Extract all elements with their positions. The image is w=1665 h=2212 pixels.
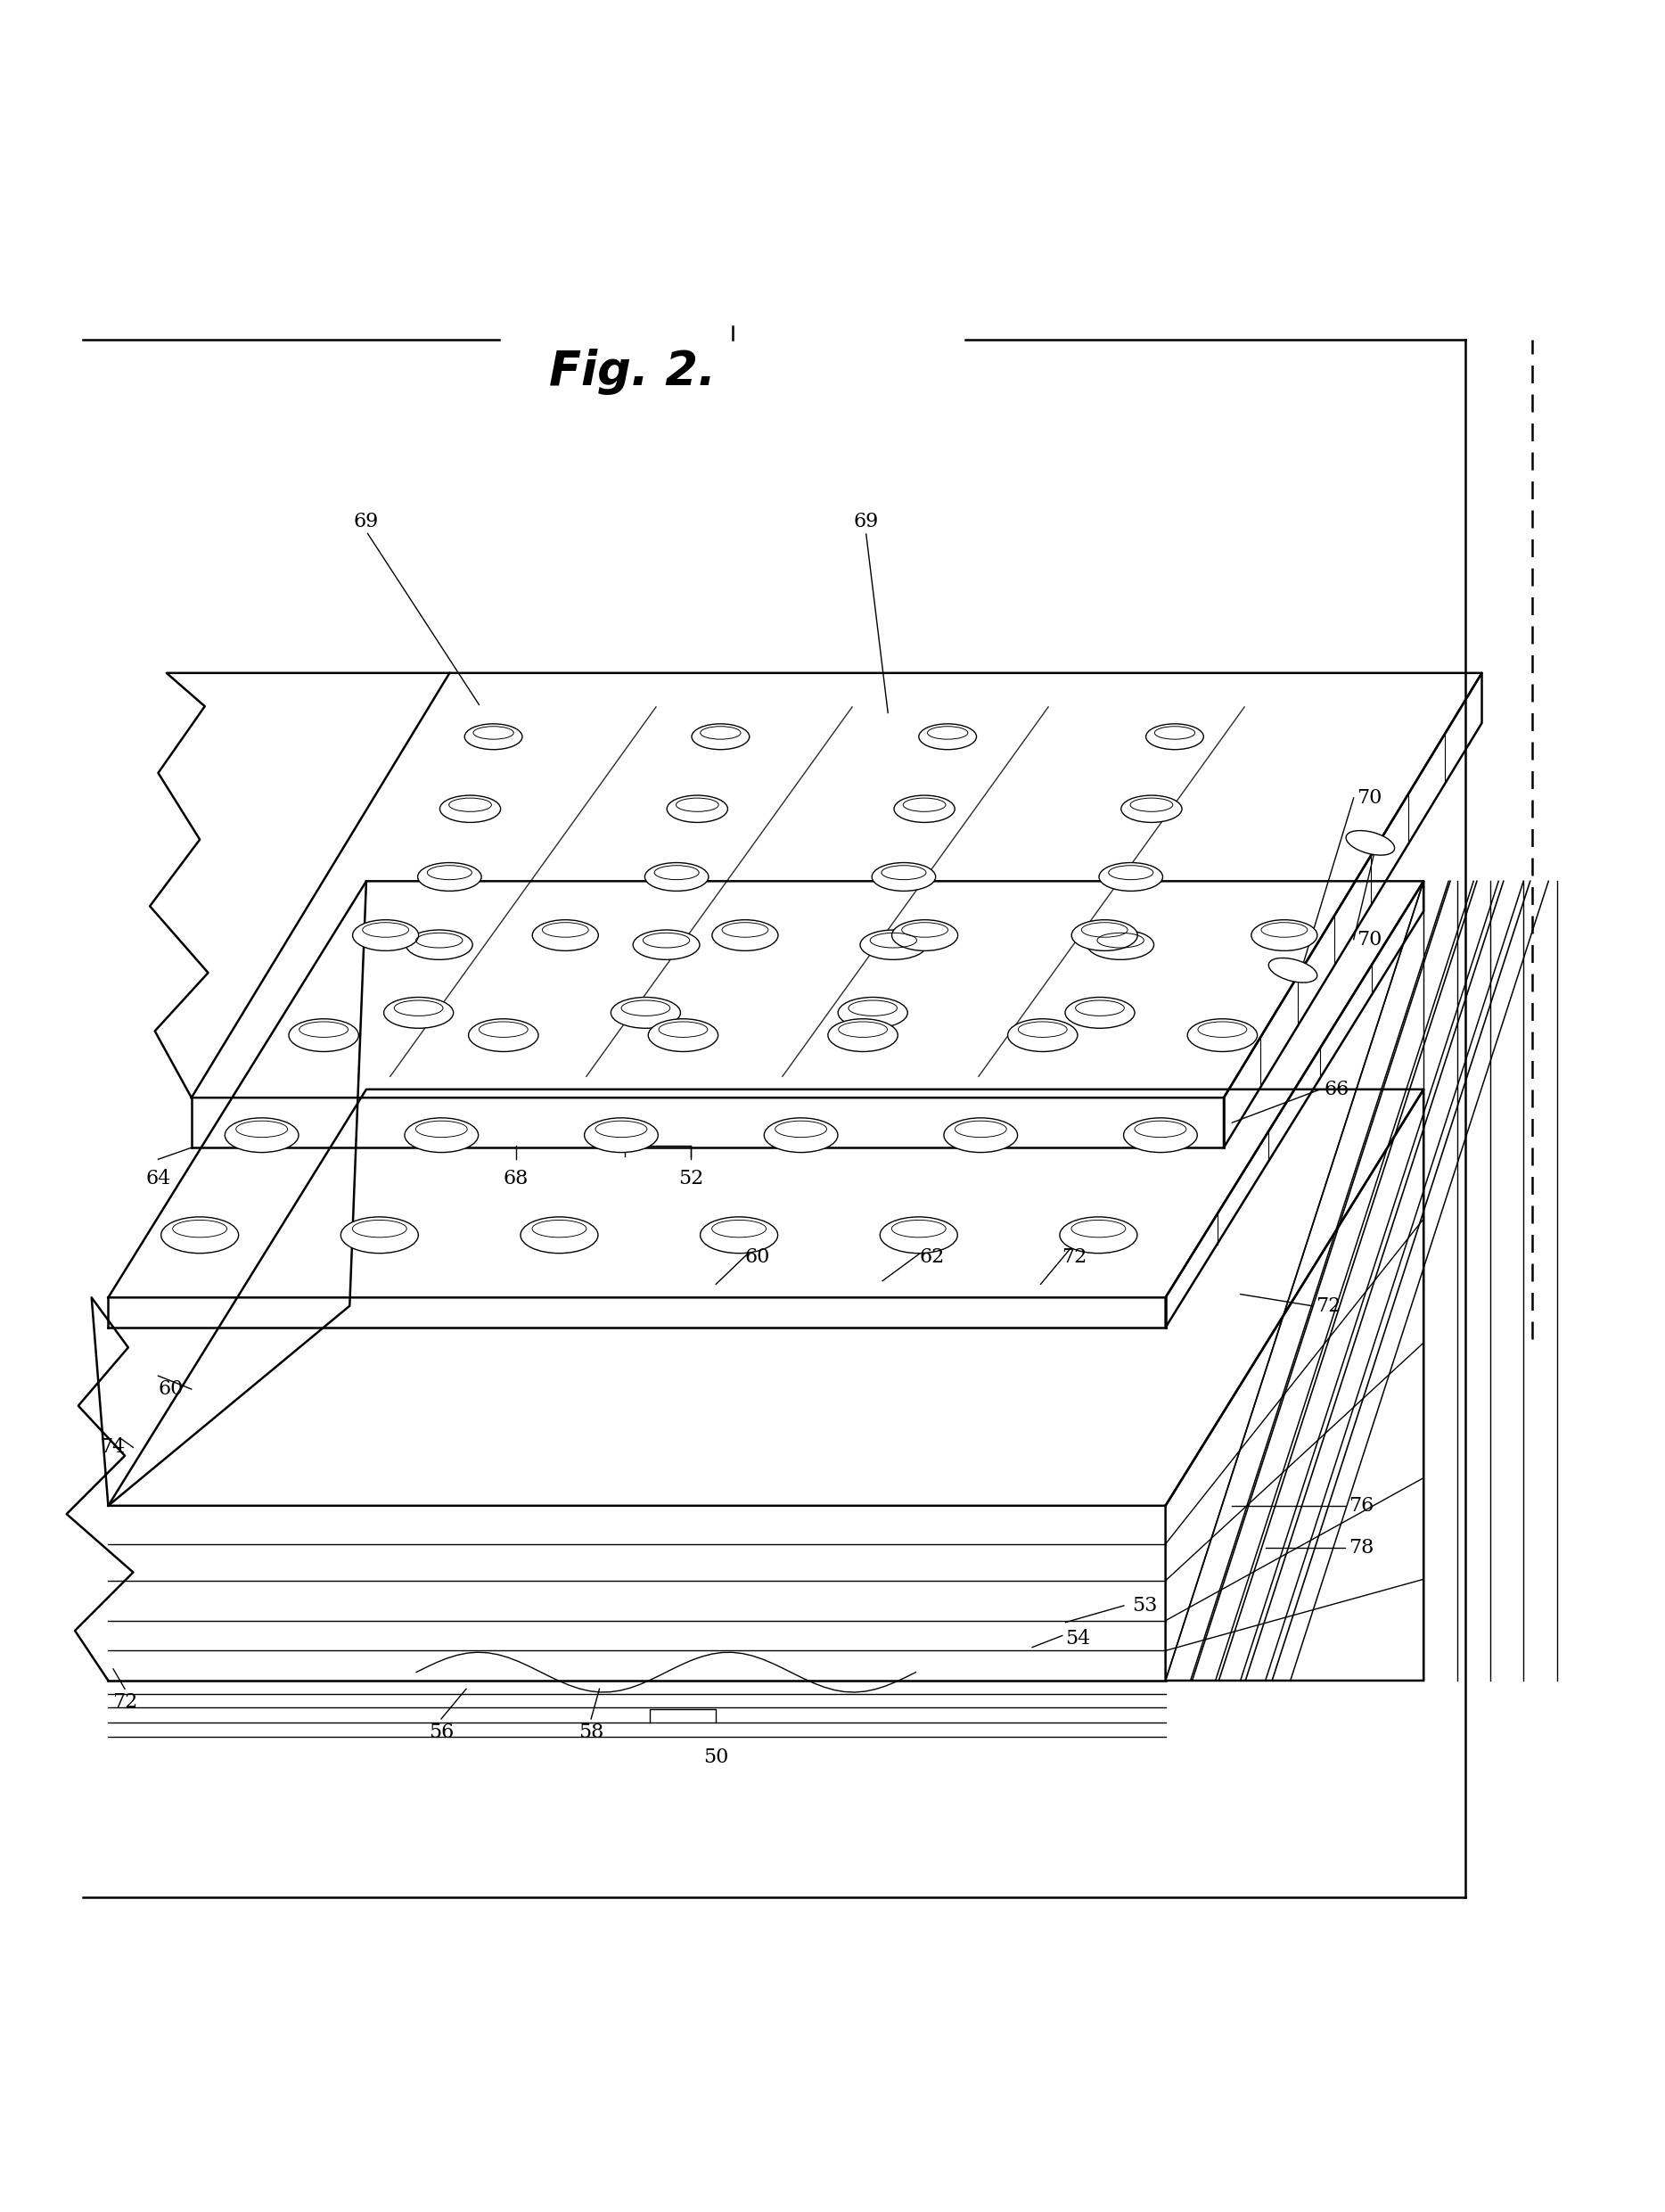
Text: 74: 74 (100, 1438, 125, 1458)
Text: 52: 52 (678, 1170, 704, 1188)
Ellipse shape (894, 796, 954, 823)
Text: 69: 69 (852, 511, 879, 531)
Ellipse shape (837, 998, 907, 1029)
Ellipse shape (701, 1217, 778, 1254)
Text: 58: 58 (578, 1723, 604, 1741)
Ellipse shape (944, 1117, 1017, 1152)
Ellipse shape (162, 1217, 238, 1254)
Text: 60: 60 (744, 1248, 771, 1267)
Ellipse shape (1099, 863, 1162, 891)
Ellipse shape (1072, 920, 1137, 951)
Ellipse shape (584, 1117, 658, 1152)
Text: 76: 76 (1349, 1495, 1374, 1515)
Ellipse shape (1345, 830, 1395, 856)
Ellipse shape (713, 920, 778, 951)
Ellipse shape (1269, 958, 1317, 982)
Ellipse shape (383, 998, 453, 1029)
Ellipse shape (1146, 723, 1204, 750)
Ellipse shape (872, 863, 936, 891)
Text: 60: 60 (158, 1380, 183, 1398)
Ellipse shape (1187, 1020, 1257, 1051)
Text: 66: 66 (1324, 1079, 1349, 1099)
Ellipse shape (919, 723, 976, 750)
Text: 56: 56 (428, 1723, 455, 1741)
Ellipse shape (828, 1020, 897, 1051)
Text: Fig. 2.: Fig. 2. (549, 347, 716, 394)
Ellipse shape (648, 1020, 718, 1051)
Text: 53: 53 (1132, 1595, 1157, 1615)
Ellipse shape (521, 1217, 598, 1254)
Ellipse shape (1066, 998, 1136, 1029)
Ellipse shape (691, 723, 749, 750)
Ellipse shape (892, 920, 957, 951)
Text: 78: 78 (1349, 1537, 1374, 1557)
Ellipse shape (644, 863, 709, 891)
Ellipse shape (1087, 929, 1154, 960)
Ellipse shape (353, 920, 418, 951)
Text: 68: 68 (503, 1170, 529, 1188)
Ellipse shape (611, 998, 681, 1029)
Text: 70: 70 (1357, 787, 1382, 807)
Ellipse shape (341, 1217, 418, 1254)
Text: 72: 72 (112, 1692, 138, 1712)
Ellipse shape (465, 723, 523, 750)
Ellipse shape (861, 929, 927, 960)
Text: 62: 62 (919, 1248, 946, 1267)
Text: 72: 72 (1061, 1248, 1087, 1267)
Ellipse shape (1124, 1117, 1197, 1152)
Text: 64: 64 (145, 1170, 171, 1188)
Ellipse shape (533, 920, 598, 951)
Ellipse shape (405, 1117, 478, 1152)
Ellipse shape (1007, 1020, 1077, 1051)
Ellipse shape (1121, 796, 1182, 823)
Text: 69: 69 (353, 511, 380, 531)
Ellipse shape (468, 1020, 538, 1051)
Text: 54: 54 (1066, 1630, 1091, 1648)
Ellipse shape (881, 1217, 957, 1254)
Ellipse shape (668, 796, 728, 823)
Ellipse shape (764, 1117, 837, 1152)
Ellipse shape (288, 1020, 358, 1051)
Text: 50: 50 (703, 1747, 729, 1767)
Ellipse shape (1252, 920, 1317, 951)
Text: 72: 72 (1315, 1296, 1340, 1316)
Ellipse shape (440, 796, 501, 823)
Ellipse shape (418, 863, 481, 891)
Ellipse shape (406, 929, 473, 960)
Ellipse shape (1059, 1217, 1137, 1254)
Text: 70: 70 (1357, 929, 1382, 949)
Ellipse shape (225, 1117, 298, 1152)
Ellipse shape (633, 929, 699, 960)
